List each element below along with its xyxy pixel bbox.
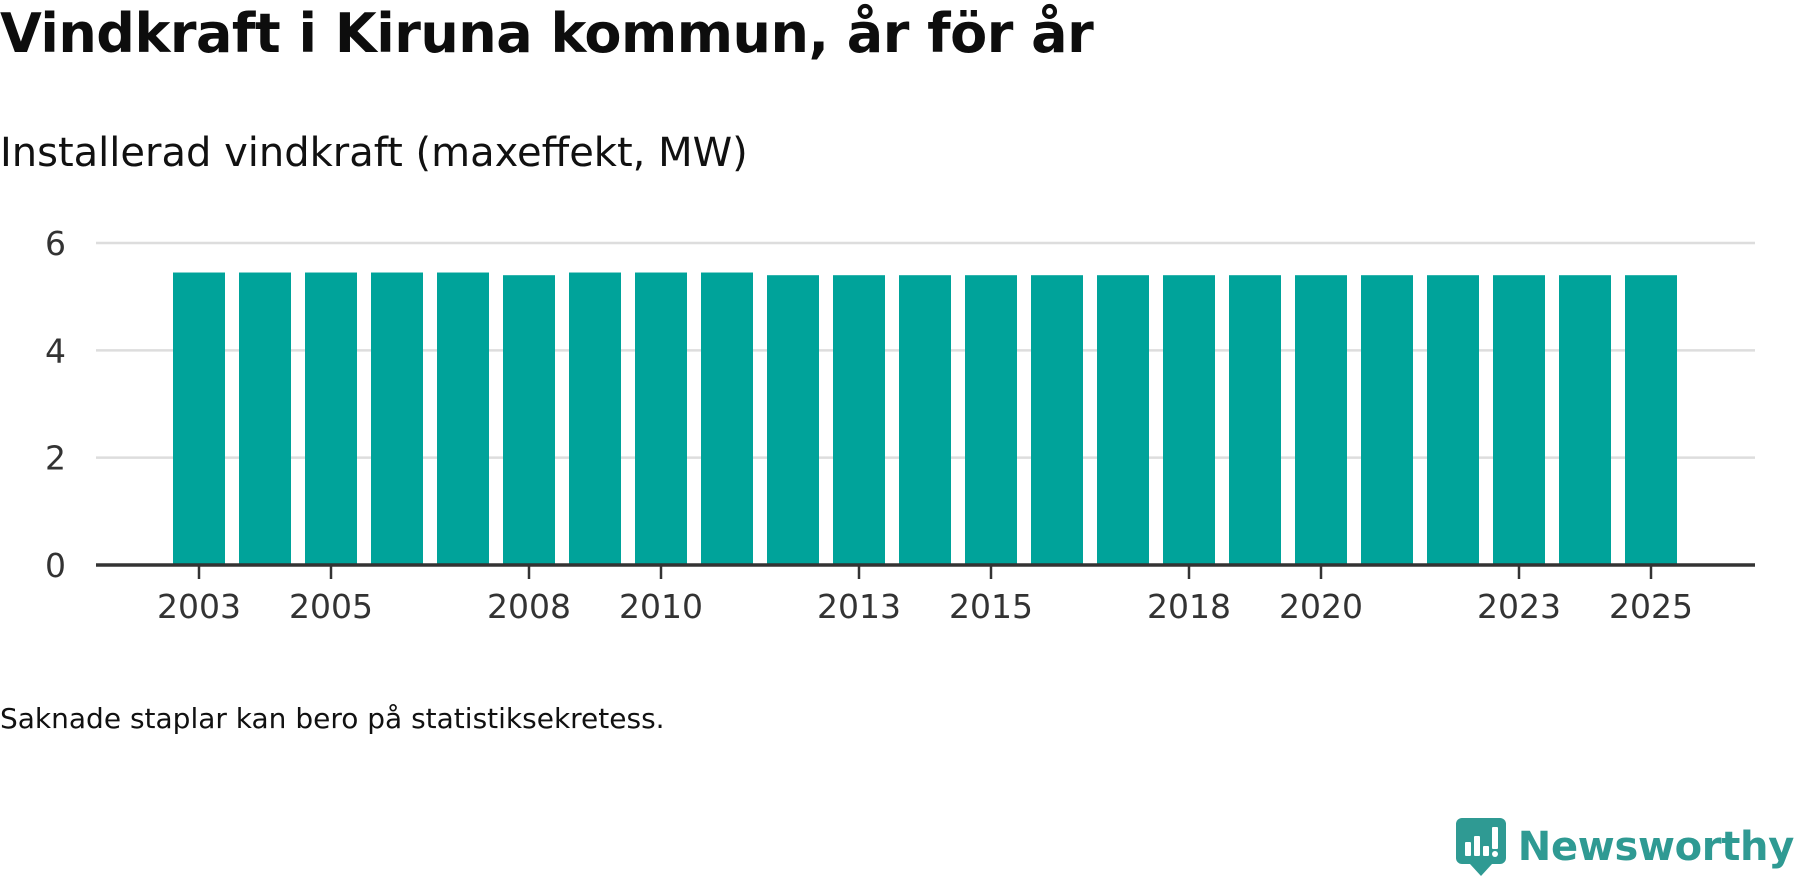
x-tick-label: 2015 <box>949 587 1033 626</box>
bar-2014 <box>899 275 951 565</box>
bar-2006 <box>371 272 423 565</box>
footnote: Saknade staplar kan bero på statistiksek… <box>0 702 665 735</box>
bar-2005 <box>305 272 357 565</box>
bar-2007 <box>437 272 489 565</box>
brand: Newsworthy <box>1455 818 1795 876</box>
y-tick-label: 0 <box>45 546 66 585</box>
x-tick-label: 2023 <box>1477 587 1561 626</box>
bar-2023 <box>1493 275 1545 565</box>
bar-2004 <box>239 272 291 565</box>
bar-2012 <box>767 275 819 565</box>
bar-2016 <box>1031 275 1083 565</box>
bar-chart: 0 2 4 6 2003 2005 2008 2010 2013 2015 2018 2020 2023… <box>45 224 1755 626</box>
x-tick-label: 2013 <box>817 587 901 626</box>
bar-2020 <box>1295 275 1347 565</box>
y-tick-label: 2 <box>45 439 66 478</box>
x-tick-label: 2010 <box>619 587 703 626</box>
bar-2009 <box>569 272 621 565</box>
bar-2011 <box>701 272 753 565</box>
bar-2017 <box>1097 275 1149 565</box>
bars <box>173 272 1677 565</box>
y-tick-label: 6 <box>45 224 66 263</box>
newsworthy-logo-icon <box>1455 818 1506 876</box>
bar-2010 <box>635 272 687 565</box>
x-tick-label: 2003 <box>157 587 241 626</box>
bar-2013 <box>833 275 885 565</box>
bar-2021 <box>1361 275 1413 565</box>
bar-2019 <box>1229 275 1281 565</box>
bar-2024 <box>1559 275 1611 565</box>
axes: 0 2 4 6 2003 2005 2008 2010 2013 2015 2018 2020 2023… <box>45 224 1755 626</box>
y-tick-label: 4 <box>45 331 66 370</box>
x-tick-label: 2018 <box>1147 587 1231 626</box>
bar-2025 <box>1625 275 1677 565</box>
x-tick-label: 2020 <box>1279 587 1363 626</box>
chart-title: Vindkraft i Kiruna kommun, år för år <box>0 2 1094 65</box>
bar-2018 <box>1163 275 1215 565</box>
bar-2008 <box>503 275 555 565</box>
x-tick-label: 2005 <box>289 587 373 626</box>
bar-2003 <box>173 272 225 565</box>
x-tick-label: 2025 <box>1609 587 1693 626</box>
bar-2022 <box>1427 275 1479 565</box>
chart-subtitle: Installerad vindkraft (maxeffekt, MW) <box>0 130 748 176</box>
brand-name: Newsworthy <box>1517 824 1795 870</box>
bar-2015 <box>965 275 1017 565</box>
x-tick-label: 2008 <box>487 587 571 626</box>
